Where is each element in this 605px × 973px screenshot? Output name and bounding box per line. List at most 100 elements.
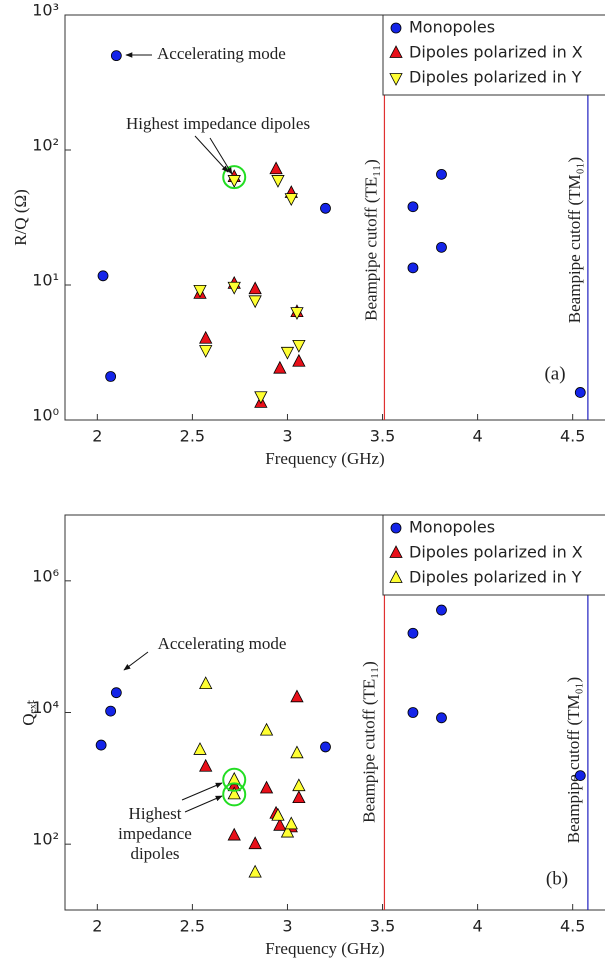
- point: [248, 295, 262, 309]
- point: [292, 339, 306, 353]
- point: [320, 741, 331, 753]
- point: [105, 705, 117, 717]
- x-axis-label: Frequency (GHz): [265, 449, 384, 468]
- y-tick-label: 10⁰: [32, 406, 59, 425]
- legend: [382, 514, 605, 596]
- legend-label: Dipoles polarized in X: [409, 43, 583, 62]
- point: [292, 778, 306, 792]
- point: [271, 807, 285, 821]
- y-tick-label: 10²: [32, 830, 59, 849]
- cutoff-label: Beampipe cutoff (TM₀₁): [565, 157, 584, 323]
- point: [574, 770, 586, 782]
- annotation-arrow: [123, 651, 149, 671]
- point: [271, 175, 285, 188]
- legend-label: Monopoles: [409, 518, 495, 537]
- point: [407, 262, 419, 274]
- point: [227, 786, 241, 800]
- point: [95, 739, 107, 751]
- accelerating-label: Accelerating mode: [158, 634, 287, 653]
- point: [248, 864, 262, 878]
- highlight-circle: [222, 782, 247, 807]
- point: [407, 201, 419, 213]
- legend-marker: [389, 45, 403, 58]
- highlight-label: impedance: [118, 824, 192, 843]
- annotation-arrow: [181, 782, 223, 801]
- legend-label: Dipoles polarized in Y: [409, 568, 582, 587]
- point: [407, 707, 419, 718]
- highlight-label: Highest impedance dipoles: [126, 114, 310, 133]
- point: [259, 722, 274, 736]
- y-tick-label: 10³: [32, 1, 59, 20]
- x-tick-label: 4.5: [560, 427, 585, 446]
- panel: 2 2.5 3 3.5 4 4.5 10⁰ 10¹ 10² 10³ Frequency (GHz) R…: [11, 1, 605, 468]
- y-tick-label: 10²: [32, 136, 59, 155]
- point: [273, 360, 287, 374]
- x-tick-label: 2: [92, 917, 102, 936]
- annotation-arrow: [209, 137, 233, 175]
- x-tick-label: 4.5: [560, 917, 585, 936]
- plot-area: [64, 14, 605, 421]
- point: [269, 161, 283, 175]
- point: [199, 676, 213, 690]
- y-tick-label: 10⁴: [32, 698, 59, 717]
- point: [110, 50, 122, 62]
- x-tick-label: 3.5: [370, 917, 395, 936]
- point: [110, 687, 122, 699]
- point: [227, 175, 241, 188]
- y-axis-label: R/Q (Ω): [11, 189, 30, 246]
- annotation-arrow: [194, 135, 229, 173]
- point: [320, 202, 331, 214]
- accelerating-label: Accelerating mode: [157, 44, 286, 63]
- highlight-circle: [222, 767, 247, 792]
- point: [105, 371, 117, 382]
- legend-marker: [389, 545, 403, 558]
- legend-marker: [389, 73, 403, 86]
- point: [97, 270, 109, 282]
- x-tick-label: 4: [473, 427, 483, 446]
- point: [292, 353, 306, 367]
- y-tick-label: 10⁶: [32, 566, 59, 585]
- point: [290, 307, 304, 320]
- point: [254, 391, 268, 405]
- legend-marker: [390, 522, 402, 534]
- annotation-arrow: [184, 795, 223, 813]
- cutoff-label: Beampipe cutoff (TM₀₁): [564, 677, 583, 843]
- point: [193, 742, 207, 755]
- point: [436, 604, 447, 616]
- point: [227, 827, 241, 841]
- x-tick-label: 2.5: [180, 427, 205, 446]
- y-tick-label: 10¹: [32, 271, 59, 290]
- highlight-label: Highest: [129, 804, 182, 823]
- legend-label: Dipoles polarized in Y: [409, 68, 582, 87]
- point: [280, 346, 295, 360]
- point: [290, 745, 304, 759]
- point: [407, 627, 419, 639]
- legend-label: Dipoles polarized in X: [409, 543, 583, 562]
- point: [290, 689, 304, 703]
- x-tick-label: 2.5: [180, 917, 205, 936]
- panel-label: (b): [546, 868, 568, 889]
- point: [574, 387, 586, 398]
- point: [292, 790, 306, 804]
- point: [259, 780, 274, 794]
- point: [193, 284, 207, 298]
- legend-marker: [389, 570, 403, 583]
- y-axis-label: Qₑₓₜ: [19, 699, 38, 726]
- x-tick-label: 4: [473, 917, 483, 936]
- legend-label: Monopoles: [409, 18, 495, 37]
- point: [284, 816, 298, 830]
- point: [199, 758, 213, 772]
- point: [284, 193, 298, 206]
- point: [199, 330, 213, 344]
- point: [280, 824, 295, 838]
- highlight-circle: [222, 165, 247, 190]
- point: [273, 817, 287, 831]
- point: [436, 712, 447, 724]
- point: [436, 241, 447, 253]
- x-tick-label: 2: [92, 427, 102, 446]
- point: [199, 345, 213, 358]
- cutoff-label: Beampipe cutoff (TE₁₁): [359, 661, 378, 823]
- highlight-label: dipoles: [130, 844, 179, 863]
- point: [227, 281, 241, 295]
